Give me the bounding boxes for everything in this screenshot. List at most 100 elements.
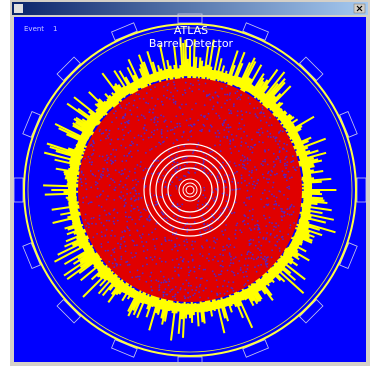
hit — [220, 273, 222, 275]
hit — [201, 217, 203, 219]
hit — [80, 178, 82, 180]
hit — [122, 186, 124, 188]
hit — [279, 247, 281, 249]
hit — [220, 140, 222, 142]
hit — [172, 164, 174, 166]
hit — [279, 160, 281, 162]
hit — [174, 267, 176, 269]
hit — [203, 90, 205, 92]
hit — [139, 98, 141, 100]
hit — [135, 252, 137, 254]
hit — [166, 194, 168, 196]
hit — [203, 187, 205, 189]
hit — [111, 139, 113, 141]
hit — [101, 177, 103, 179]
hit — [204, 125, 206, 127]
hit — [286, 187, 288, 189]
hit — [212, 96, 214, 98]
hit — [226, 94, 228, 96]
hit — [139, 219, 141, 221]
hit — [194, 293, 196, 295]
hit — [134, 189, 136, 191]
hit — [205, 83, 207, 85]
hit — [139, 276, 141, 278]
hit — [188, 125, 190, 127]
hit — [166, 137, 168, 139]
hit — [195, 289, 197, 291]
hit — [140, 237, 142, 239]
hit — [275, 200, 277, 202]
hit — [113, 199, 115, 201]
hit — [174, 270, 176, 272]
hit — [172, 259, 174, 261]
hit — [194, 172, 196, 174]
hit — [88, 223, 90, 225]
hit — [131, 114, 133, 116]
hit — [139, 235, 141, 237]
hit — [101, 206, 103, 208]
hit — [279, 140, 281, 142]
hit — [260, 264, 262, 266]
hit — [226, 100, 228, 102]
hit — [291, 177, 293, 179]
hit — [185, 82, 187, 84]
hit — [277, 143, 279, 145]
hit — [213, 247, 215, 249]
hit — [186, 157, 188, 159]
hit — [172, 129, 174, 131]
hit — [102, 174, 104, 176]
hit — [296, 166, 298, 168]
hit — [106, 229, 108, 231]
hit — [248, 97, 250, 99]
hit — [143, 115, 145, 117]
hit — [128, 123, 130, 125]
hit — [107, 137, 109, 139]
hit — [212, 259, 214, 261]
hit — [238, 260, 240, 262]
hit — [126, 177, 128, 179]
hit — [223, 120, 225, 122]
hit — [91, 223, 93, 225]
hit — [193, 266, 195, 268]
hit — [138, 94, 140, 96]
hit — [243, 284, 245, 286]
hit — [129, 230, 131, 232]
hit — [124, 231, 126, 233]
hit — [172, 95, 174, 97]
hit — [263, 206, 265, 208]
hit — [128, 153, 130, 155]
hit — [203, 269, 205, 271]
hit — [149, 276, 151, 278]
hit — [84, 158, 86, 160]
hit — [221, 107, 223, 109]
hit — [113, 221, 115, 223]
hit — [219, 144, 221, 146]
hit — [227, 290, 229, 292]
hit — [148, 234, 150, 236]
hit — [278, 158, 280, 160]
hit — [105, 214, 107, 216]
hit — [206, 228, 208, 230]
hit — [165, 186, 167, 188]
hit — [245, 204, 247, 206]
hit — [155, 279, 157, 281]
hit — [177, 292, 179, 294]
hit — [150, 119, 152, 121]
hit — [222, 249, 224, 251]
hit — [251, 172, 253, 174]
hit — [275, 158, 277, 160]
hit — [86, 196, 88, 198]
hit — [220, 265, 222, 267]
hit — [276, 197, 278, 199]
hit — [131, 156, 133, 158]
hit — [125, 251, 127, 253]
hit — [175, 103, 177, 105]
hit — [229, 252, 231, 254]
hit — [125, 126, 127, 128]
hit — [284, 176, 286, 178]
hit — [233, 105, 235, 107]
hit — [132, 257, 134, 259]
hit — [143, 178, 145, 180]
hit — [93, 149, 95, 151]
hit — [121, 170, 123, 172]
